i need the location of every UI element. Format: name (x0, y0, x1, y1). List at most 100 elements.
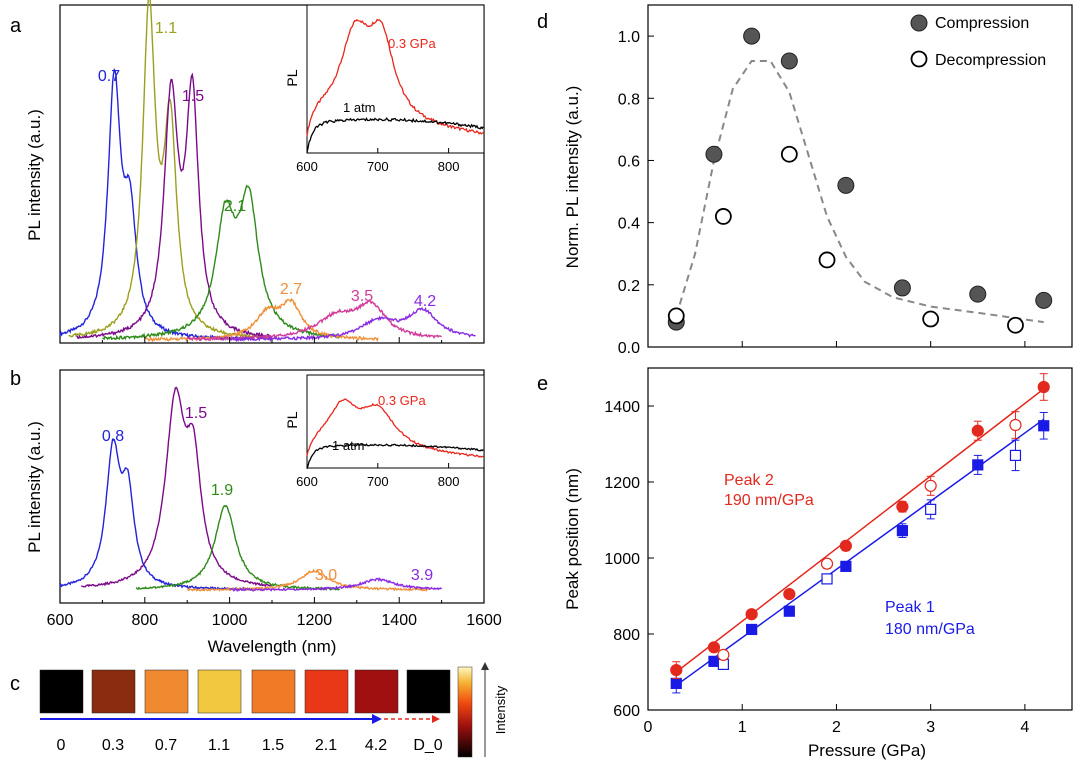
peak1-compression-point (840, 560, 852, 572)
pressure-tile (39, 669, 84, 714)
pressure-tile-label: 2.1 (315, 737, 337, 754)
legend-decompression-label: Decompression (935, 52, 1046, 69)
peak1-decompression-point (1009, 449, 1022, 461)
peak2-compression-point (707, 641, 721, 654)
decompression-point (1007, 316, 1024, 334)
panel-label-b: b (10, 368, 21, 390)
panel-d-fit-curve (675, 60, 1044, 324)
panel-a-inset-line (306, 18, 484, 137)
compression-point (1035, 291, 1053, 309)
peak2-compression-point (896, 500, 909, 513)
panel-d-frame (647, 4, 1073, 348)
spectrum-label-1.1: 1.1 (155, 20, 177, 37)
decompression-point (780, 145, 798, 163)
panel-b-xtick-label: 800 (131, 612, 158, 629)
panel-e-ytick-label: 1400 (604, 399, 640, 416)
panel-a-inset-xtick-label: 600 (296, 159, 318, 174)
panel-e-xtick-label: 4 (1020, 719, 1029, 736)
panel-b-inset-line (306, 398, 484, 458)
peak2-slope: 190 nm/GPa (724, 492, 814, 509)
peak2-compression-point (971, 424, 984, 437)
decompression-point (667, 307, 685, 325)
panel-b-xlabel: Wavelength (nm) (208, 637, 337, 656)
panel-d-ytick-label: 1.0 (618, 29, 640, 46)
panel-d-ytick-label: 0.4 (618, 216, 640, 233)
spectrum-label-2.7: 2.7 (280, 281, 302, 298)
panel-b-inset-xtick-label: 600 (296, 474, 318, 489)
pressure-tile (304, 669, 349, 714)
spectrum-label-3.5: 3.5 (351, 288, 373, 305)
panel-e-xtick-label: 0 (644, 719, 653, 736)
peak1-decompression-point (821, 573, 833, 585)
pressure-tile-label: 0.3 (102, 737, 124, 754)
spectrum-label-1.5: 1.5 (182, 88, 204, 105)
pressure-tile-label: 1.5 (262, 737, 284, 754)
spectrum-line-3.0 (187, 568, 430, 592)
spectrum-line-1.5 (81, 386, 273, 588)
panel-e-ylabel: Peak position (nm) (563, 468, 582, 610)
panel-e-xtick-label: 3 (926, 719, 935, 736)
pressure-tile (197, 669, 242, 714)
spectrum-label-3.9: 3.9 (411, 567, 433, 584)
panel-c: 0 0.3 0.7 1.1 1.5 2.1 4.2 D_0 Intensity (39, 662, 508, 758)
peak1-label: Peak 1 (885, 599, 935, 616)
spectrum-label-3.0: 3.0 (315, 567, 337, 584)
spectrum-line-2.7 (144, 297, 379, 343)
panel-a-inset-series-label: 1 atm (343, 100, 376, 115)
panel-e-ytick-label: 1000 (604, 551, 640, 568)
pressure-tile-label: D_0 (413, 737, 442, 754)
panel-a-inset: PL 600 700 800 0.3 GPa 1 atm (284, 4, 485, 174)
panel-b-inset-xtick-label: 800 (438, 474, 460, 489)
decompression-point (714, 208, 732, 225)
pressure-tile-label: 1.1 (208, 737, 230, 754)
panel-b-xtick-label: 600 (47, 612, 74, 629)
spectrum-label-4.2: 4.2 (414, 293, 436, 310)
panel-b-xtick-label: 1400 (381, 612, 417, 629)
spectrum-label-0.8: 0.8 (102, 428, 124, 445)
panel-a-inset-frame (306, 4, 485, 154)
pressure-tile-label: 0 (57, 737, 66, 754)
peak2-decompression-point (924, 479, 937, 492)
peak2-compression-point (839, 539, 852, 552)
panel-label-e: e (537, 373, 548, 395)
panel-d-ytick-label: 0.0 (618, 340, 640, 357)
peak2-decompression-point (717, 648, 730, 662)
panel-d-ylabel: Norm. PL intensity (a.u.) (563, 86, 582, 269)
peak1-compression-point (746, 623, 758, 636)
pressure-tile (406, 669, 451, 714)
legend-decompression-marker (910, 50, 928, 68)
panel-a-inset-ylabel: PL (284, 69, 300, 86)
pressure-tile (251, 669, 296, 714)
panel-e-ytick-label: 600 (613, 703, 640, 720)
peak1-slope: 180 nm/GPa (885, 621, 975, 638)
spectrum-line-1.1 (68, 0, 273, 341)
spectrum-line-0.8 (59, 438, 251, 592)
peak2-compression-point (783, 587, 796, 601)
panel-e-ytick-label: 1200 (604, 475, 640, 492)
panel-d: Norm. PL intensity (a.u.) 0.0 0.2 0.4 0.6 0.… (563, 4, 1073, 357)
compression-point (893, 279, 911, 297)
panel-label-c: c (10, 673, 20, 695)
peak2-compression-point (670, 663, 683, 677)
panel-a: PL intensity (a.u.) 0.7 1.1 1.5 2.1 2.7 3.5 4.… (25, 0, 485, 344)
decompression-point (818, 251, 836, 269)
panel-a-inset-line (306, 117, 484, 153)
spectrum-label-0.7: 0.7 (98, 68, 120, 85)
panel-b-inset-ylabel: PL (284, 411, 300, 428)
peak1-compression-point (1038, 420, 1050, 432)
peak1-compression-point (896, 525, 909, 537)
spectrum-label-1.5: 1.5 (185, 405, 207, 422)
pressure-tile-label: 4.2 (365, 737, 387, 754)
spectrum-line-3.9 (229, 577, 443, 593)
spectrum-line-4.2 (228, 307, 476, 343)
spectrum-line-1.9 (135, 504, 340, 591)
spectrum-line-1.5 (76, 72, 273, 340)
peak1-decompression-point (925, 503, 937, 515)
panel-b-xtick-label: 1200 (297, 612, 333, 629)
panel-label-d: d (537, 11, 548, 33)
panel-d-legend: Compression Decompression (910, 14, 1046, 69)
panel-e-xtick-label: 1 (738, 719, 747, 736)
compression-point (705, 145, 723, 163)
panel-b-inset-series-label: 0.3 GPa (378, 393, 426, 408)
pressure-tile-label: 0.7 (155, 737, 177, 754)
